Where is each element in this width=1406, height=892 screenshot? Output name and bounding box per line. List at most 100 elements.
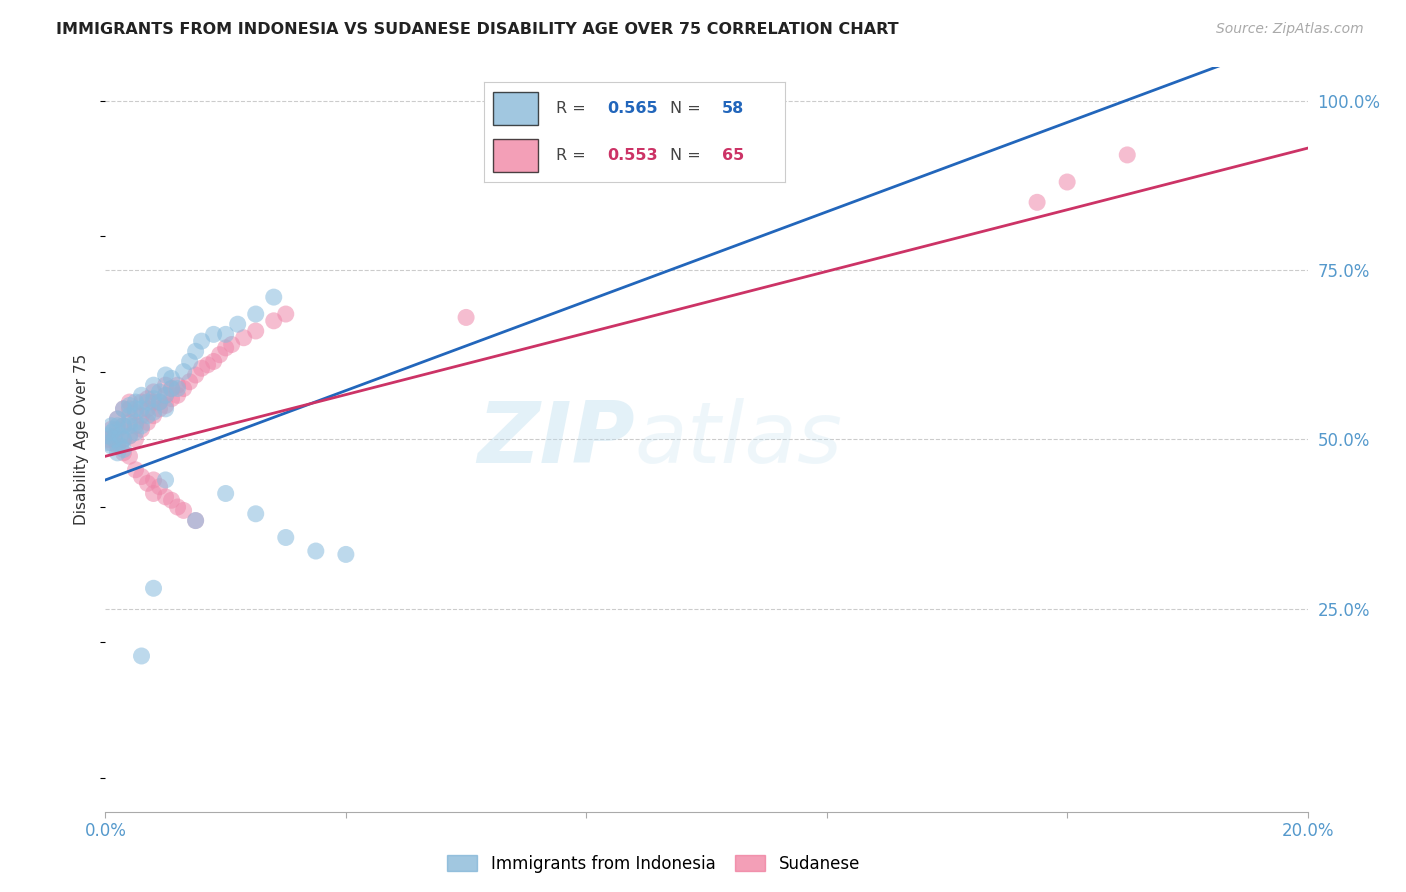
Point: [226, 317, 249, 331]
Point: [305, 544, 328, 558]
Point: [155, 399, 177, 413]
Point: [155, 388, 177, 402]
Point: [155, 368, 177, 382]
Point: [160, 371, 183, 385]
Point: [124, 405, 146, 419]
Point: [214, 327, 236, 342]
Point: [100, 425, 122, 440]
Point: [100, 418, 122, 433]
Point: [118, 395, 141, 409]
Point: [190, 334, 212, 348]
Point: [142, 486, 165, 500]
Point: [136, 401, 159, 416]
Point: [190, 361, 212, 376]
Point: [112, 418, 135, 433]
Point: [142, 378, 165, 392]
Point: [166, 388, 188, 402]
Point: [208, 348, 231, 362]
Point: [131, 422, 153, 436]
Point: [107, 422, 129, 436]
Point: [173, 382, 195, 396]
Point: [166, 382, 188, 396]
Point: [148, 480, 170, 494]
Point: [107, 412, 129, 426]
Point: [136, 416, 159, 430]
Point: [202, 327, 225, 342]
Point: [148, 401, 170, 416]
Point: [118, 399, 141, 413]
Point: [142, 409, 165, 423]
Point: [142, 582, 165, 596]
Point: [136, 476, 159, 491]
Point: [136, 392, 159, 406]
Point: [245, 307, 267, 321]
Point: [214, 341, 236, 355]
Point: [97, 429, 120, 443]
Text: IMMIGRANTS FROM INDONESIA VS SUDANESE DISABILITY AGE OVER 75 CORRELATION CHART: IMMIGRANTS FROM INDONESIA VS SUDANESE DI…: [56, 22, 898, 37]
Point: [274, 307, 297, 321]
Point: [118, 449, 141, 463]
Point: [155, 401, 177, 416]
Point: [112, 446, 135, 460]
Point: [131, 388, 153, 402]
Point: [214, 486, 236, 500]
Point: [124, 463, 146, 477]
Point: [100, 439, 122, 453]
Point: [184, 514, 207, 528]
Text: atlas: atlas: [634, 398, 842, 481]
Point: [124, 418, 146, 433]
Point: [112, 401, 135, 416]
Point: [221, 337, 243, 351]
Point: [112, 401, 135, 416]
Point: [179, 354, 201, 368]
Point: [107, 418, 129, 433]
Point: [131, 395, 153, 409]
Point: [173, 365, 195, 379]
Point: [142, 473, 165, 487]
Point: [136, 409, 159, 423]
Point: [160, 493, 183, 508]
Point: [155, 490, 177, 504]
Point: [179, 375, 201, 389]
Point: [197, 358, 219, 372]
Point: [166, 500, 188, 514]
Point: [454, 310, 477, 325]
Point: [107, 439, 129, 453]
Point: [160, 382, 183, 396]
Point: [160, 382, 183, 396]
Point: [124, 395, 146, 409]
Point: [103, 433, 125, 447]
Point: [148, 395, 170, 409]
Point: [124, 401, 146, 416]
Point: [335, 548, 357, 562]
Point: [100, 435, 122, 450]
Point: [103, 422, 125, 436]
Point: [110, 429, 132, 443]
Point: [112, 433, 135, 447]
Point: [142, 392, 165, 406]
Point: [110, 439, 132, 453]
Legend: Immigrants from Indonesia, Sudanese: Immigrants from Indonesia, Sudanese: [440, 848, 868, 880]
Point: [1116, 148, 1139, 162]
Point: [142, 395, 165, 409]
Point: [112, 418, 135, 433]
Point: [202, 354, 225, 368]
Point: [155, 388, 177, 402]
Point: [184, 344, 207, 359]
Point: [274, 531, 297, 545]
Point: [263, 290, 285, 304]
Point: [131, 401, 153, 416]
Point: [118, 409, 141, 423]
Point: [97, 435, 120, 450]
Point: [155, 378, 177, 392]
Point: [173, 503, 195, 517]
Point: [118, 401, 141, 416]
Point: [124, 425, 146, 440]
Point: [118, 416, 141, 430]
Point: [155, 473, 177, 487]
Point: [1056, 175, 1078, 189]
Point: [124, 416, 146, 430]
Point: [107, 412, 129, 426]
Text: Source: ZipAtlas.com: Source: ZipAtlas.com: [1216, 22, 1364, 37]
Point: [118, 418, 141, 433]
